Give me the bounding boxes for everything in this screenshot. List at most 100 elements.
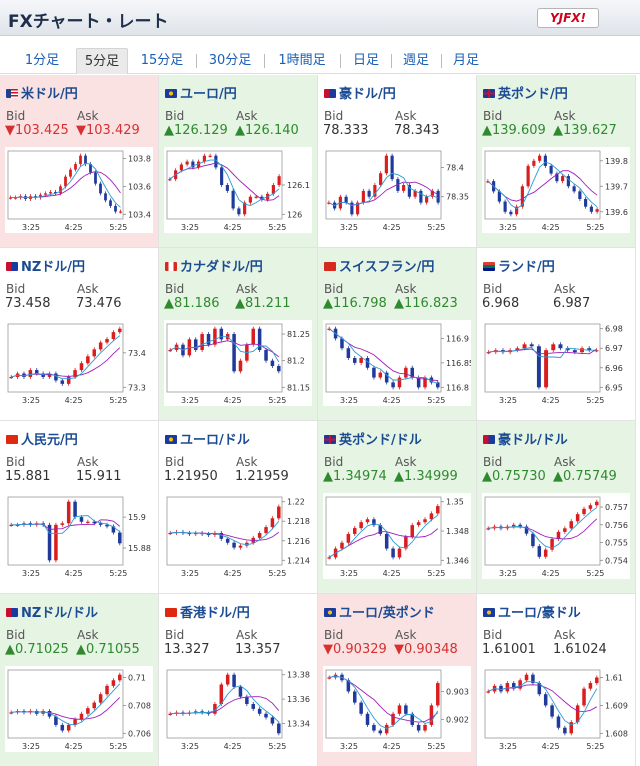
candlestick-chart[interactable]: 6.98 6.97 6.96 6.95 3:25 4:25 5:25 bbox=[482, 320, 630, 406]
candle-body bbox=[549, 165, 553, 174]
candle-body bbox=[60, 724, 65, 731]
candlestick-chart[interactable]: 0.903 0.902 3:25 4:25 5:25 bbox=[323, 666, 471, 752]
currency-pair-name[interactable]: カナダドル/円 bbox=[165, 256, 263, 275]
currency-pair-name[interactable]: 英ポンド/ドル bbox=[324, 429, 422, 448]
candlestick-chart[interactable]: 0.71 0.708 0.706 3:25 4:25 5:25 bbox=[5, 666, 153, 752]
y-tick-label: 1.61 bbox=[605, 673, 623, 682]
currency-pair-name[interactable]: 豪ドル/円 bbox=[324, 83, 396, 102]
candlestick-chart[interactable]: 1.61 1.609 1.608 3:25 4:25 5:25 bbox=[482, 666, 630, 752]
currency-pair-name[interactable]: ユーロ/英ポンド bbox=[324, 602, 435, 621]
tab-7[interactable]: 週足 bbox=[402, 53, 429, 68]
candle-body bbox=[270, 717, 275, 724]
candle-body bbox=[237, 208, 241, 215]
currency-pair-name[interactable]: ユーロ/ドル bbox=[165, 429, 250, 448]
candle-body bbox=[429, 705, 434, 725]
candlestick-chart[interactable]: 73.4 73.3 3:25 4:25 5:25 bbox=[5, 320, 153, 406]
tab-2[interactable]: 5分足 bbox=[76, 48, 128, 74]
currency-card[interactable]: ユーロ/ドル Bid Ask 1.21950 1.21959 1.22 1.218 1.216… bbox=[159, 421, 318, 594]
yjfx-logo[interactable]: YJFX! bbox=[537, 8, 599, 28]
ma-short-line bbox=[11, 683, 121, 726]
candlestick-chart[interactable]: 1.22 1.218 1.216 1.214 3:25 4:25 5:25 bbox=[164, 493, 312, 579]
candle-body bbox=[79, 517, 84, 522]
candle-body bbox=[270, 518, 275, 528]
currency-card[interactable]: 香港ドル/円 Bid Ask 13.327 13.357 13.38 13.36 13.34 3… bbox=[159, 594, 318, 766]
currency-pair-name[interactable]: NZドル/ドル bbox=[6, 602, 98, 621]
tab-3[interactable]: 15分足 bbox=[140, 53, 184, 68]
candle-body bbox=[569, 722, 574, 734]
y-tick-label: 1.216 bbox=[287, 537, 310, 546]
currency-pair-name[interactable]: 人民元/円 bbox=[6, 429, 78, 448]
candle-body bbox=[34, 370, 39, 374]
currency-card[interactable]: 豪ドル/円 Bid Ask 78.333 78.343 78.4 78.35 3:25 4:25… bbox=[318, 75, 477, 248]
candle-body bbox=[168, 532, 172, 535]
currency-card[interactable]: 英ポンド/ドル Bid Ask ▲1.34974 ▲1.34999 1.35 1.348 1.… bbox=[318, 421, 477, 594]
candlestick-chart[interactable]: 81.25 81.2 81.15 3:25 4:25 5:25 bbox=[164, 320, 312, 406]
candle-body bbox=[245, 696, 249, 704]
currency-card[interactable]: 人民元/円 Bid Ask 15.881 15.911 15.9 15.88 3:25 4:25… bbox=[0, 421, 159, 594]
currency-pair-name[interactable]: ユーロ/豪ドル bbox=[483, 602, 581, 621]
candlestick-chart[interactable]: 15.9 15.88 3:25 4:25 5:25 bbox=[5, 493, 153, 579]
candle-body bbox=[569, 521, 574, 529]
currency-card[interactable]: 豪ドル/ドル Bid Ask ▲0.75730 ▲0.75749 0.757 0.756 0.… bbox=[477, 421, 636, 594]
candle-body bbox=[340, 338, 344, 349]
tab-1[interactable]: 1分足 bbox=[24, 53, 60, 68]
y-tick-label: 78.4 bbox=[446, 163, 464, 172]
plot-frame bbox=[325, 323, 442, 393]
candlestick-chart[interactable]: 78.4 78.35 3:25 4:25 5:25 bbox=[323, 147, 471, 233]
bid-label: Bid bbox=[483, 455, 503, 469]
pair-name-text: スイスフラン/円 bbox=[339, 260, 435, 275]
candle-body bbox=[49, 191, 52, 194]
bid-value: 1.21950 bbox=[164, 469, 218, 484]
ma-short-line bbox=[488, 346, 597, 358]
candle-body bbox=[544, 350, 549, 388]
currency-card[interactable]: NZドル/ドル Bid Ask ▲0.71025 ▲0.71055 0.71 0.708 0.… bbox=[0, 594, 159, 766]
candle-body bbox=[379, 173, 383, 185]
candle-body bbox=[402, 185, 406, 191]
x-tick-label: 5:25 bbox=[268, 396, 286, 405]
candlestick-chart[interactable]: 116.9 116.85 116.8 3:25 4:25 5:25 bbox=[323, 320, 471, 406]
ask-label: Ask bbox=[77, 455, 99, 469]
currency-card[interactable]: ユーロ/豪ドル Bid Ask 1.61001 1.61024 1.61 1.609 1.60… bbox=[477, 594, 636, 766]
currency-card[interactable]: ユーロ/円 Bid Ask ▲126.129 ▲126.140 126.1 126 3:25 4… bbox=[159, 75, 318, 248]
currency-card[interactable]: ユーロ/英ポンド Bid Ask ▼0.90329 ▼0.90348 0.903 0.902… bbox=[318, 594, 477, 766]
currency-card[interactable]: NZドル/円 Bid Ask 73.458 73.476 73.4 73.3 3:25 4:25… bbox=[0, 248, 159, 421]
currency-pair-name[interactable]: 香港ドル/円 bbox=[165, 602, 250, 621]
currency-pair-name[interactable]: ユーロ/円 bbox=[165, 83, 237, 102]
tab-6[interactable]: 日足 bbox=[352, 53, 379, 68]
currency-pair-name[interactable]: 豪ドル/ドル bbox=[483, 429, 568, 448]
candle-body bbox=[575, 705, 580, 723]
candlestick-chart[interactable]: 0.757 0.756 0.755 0.754 3:25 4:25 5:25 bbox=[482, 493, 630, 579]
ma-short-line bbox=[329, 675, 439, 729]
candle-body bbox=[92, 702, 97, 709]
tab-8[interactable]: 月足 bbox=[452, 53, 479, 68]
currency-card[interactable]: カナダドル/円 Bid Ask ▲81.186 ▲81.211 81.25 81.2 81.1… bbox=[159, 248, 318, 421]
candle-body bbox=[214, 155, 218, 168]
candlestick-chart[interactable]: 126.1 126 3:25 4:25 5:25 bbox=[164, 147, 312, 233]
currency-card[interactable]: ランド/円 Bid Ask 6.968 6.987 6.98 6.97 6.96 6.95 3:2… bbox=[477, 248, 636, 421]
x-tick-label: 5:25 bbox=[109, 569, 127, 578]
tab-4[interactable]: 30分足 bbox=[208, 53, 252, 68]
currency-pair-name[interactable]: 英ポンド/円 bbox=[483, 83, 568, 102]
currency-card[interactable]: スイスフラン/円 Bid Ask ▲116.798 ▲116.823 116.9 116.8… bbox=[318, 248, 477, 421]
x-tick-label: 3:25 bbox=[181, 396, 199, 405]
currency-pair-name[interactable]: スイスフラン/円 bbox=[324, 256, 434, 275]
currency-card[interactable]: 米ドル/円 Bid Ask ▼103.425 ▼103.429 103.8 103.6 103… bbox=[0, 75, 159, 248]
candlestick-chart[interactable]: 139.8 139.7 139.6 3:25 4:25 5:25 bbox=[482, 147, 630, 233]
candle-body bbox=[584, 199, 588, 207]
y-tick-label: 1.608 bbox=[605, 729, 628, 738]
candle-body bbox=[346, 348, 351, 358]
candlestick-chart[interactable]: 103.8 103.6 103.4 3:25 4:25 5:25 bbox=[5, 147, 153, 233]
currency-pair-name[interactable]: NZドル/円 bbox=[6, 256, 85, 275]
currency-card[interactable]: 英ポンド/円 Bid Ask ▲139.609 ▲139.627 139.8 139.7 13… bbox=[477, 75, 636, 248]
x-tick-label: 3:25 bbox=[499, 223, 517, 232]
tab-5[interactable]: 1時間足 bbox=[278, 53, 326, 68]
candle-body bbox=[410, 713, 415, 725]
flag-icon bbox=[324, 608, 336, 617]
currency-pair-name[interactable]: ランド/円 bbox=[483, 256, 555, 275]
candlestick-chart[interactable]: 13.38 13.36 13.34 3:25 4:25 5:25 bbox=[164, 666, 312, 752]
candlestick-chart[interactable]: 1.35 1.348 1.346 3:25 4:25 5:25 bbox=[323, 493, 471, 579]
candle-body bbox=[397, 377, 402, 388]
ask-value: ▲1.34999 bbox=[394, 469, 458, 484]
candle-body bbox=[518, 680, 522, 689]
currency-pair-name[interactable]: 米ドル/円 bbox=[6, 83, 78, 102]
